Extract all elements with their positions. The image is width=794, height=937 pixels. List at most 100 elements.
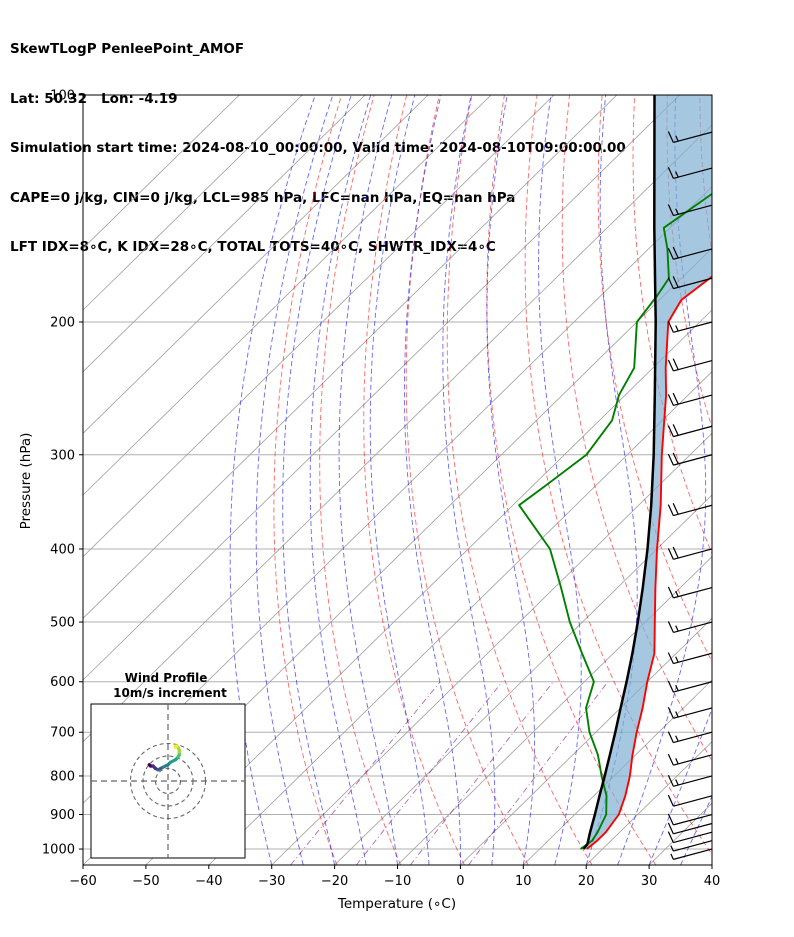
y-tick-label: 800 bbox=[50, 769, 75, 784]
mixing-ratio-line bbox=[410, 681, 554, 865]
x-tick-label: 0 bbox=[456, 874, 464, 889]
dry-adiabat bbox=[405, 95, 529, 865]
isotherm-line bbox=[83, 95, 492, 496]
wind-barb bbox=[670, 848, 713, 860]
wind-barb bbox=[667, 831, 713, 844]
moist-adiabat bbox=[369, 95, 430, 865]
x-axis-ticks: −60 −50 −40 −30 −20 −10 0 10 20 30 40 bbox=[69, 865, 720, 889]
y-tick-label: 900 bbox=[50, 808, 75, 823]
wind-barb bbox=[667, 775, 713, 787]
wind-barb bbox=[667, 586, 713, 599]
dry-adiabat bbox=[765, 95, 794, 865]
y-tick-label: 300 bbox=[50, 448, 75, 463]
wind-barb bbox=[667, 731, 713, 744]
wind-barb bbox=[667, 546, 713, 560]
isotherm-line bbox=[271, 432, 712, 865]
isotherm-line bbox=[83, 95, 240, 249]
y-tick-label: 600 bbox=[50, 675, 75, 690]
wind-barb bbox=[667, 621, 713, 633]
dry-adiabat bbox=[561, 95, 712, 762]
mixing-ratio-line bbox=[468, 681, 609, 865]
y-tick-label: 400 bbox=[50, 542, 75, 557]
moist-adiabat bbox=[338, 95, 398, 865]
dry-adiabat bbox=[319, 95, 402, 865]
wind-barb bbox=[667, 680, 713, 693]
y-axis-label: Pressure (hPa) bbox=[18, 433, 34, 530]
x-tick-label: −30 bbox=[258, 874, 285, 889]
isotherm-line bbox=[334, 494, 712, 865]
isotherm-line bbox=[83, 95, 680, 681]
wind-barb bbox=[667, 822, 713, 835]
wind-barb bbox=[667, 321, 713, 333]
moist-adiabat-lines bbox=[229, 95, 712, 865]
title-line-3: Simulation start time: 2024-08-10_00:00:… bbox=[10, 140, 626, 156]
y-tick-label: 500 bbox=[50, 616, 75, 631]
moist-adiabat bbox=[255, 95, 334, 865]
title-line-1: SkewTLogP PenleePoint_AMOF bbox=[10, 41, 245, 57]
isotherm-line bbox=[83, 95, 429, 434]
dry-adiabat bbox=[666, 95, 712, 429]
wind-barb bbox=[667, 167, 713, 180]
isotherm-line bbox=[83, 95, 618, 619]
wind-barb bbox=[667, 424, 713, 438]
wind-barb bbox=[667, 753, 713, 766]
dry-adiabat bbox=[363, 95, 465, 865]
x-tick-label: −40 bbox=[195, 874, 222, 889]
y-tick-label: 200 bbox=[50, 315, 75, 330]
x-tick-label: −10 bbox=[384, 874, 411, 889]
wind-barb bbox=[667, 204, 713, 217]
moist-adiabat bbox=[648, 707, 712, 865]
isotherm-line bbox=[711, 864, 712, 865]
x-tick-label: −50 bbox=[132, 874, 159, 889]
moist-adiabat bbox=[442, 95, 496, 865]
isotherm-line bbox=[145, 309, 712, 865]
hodograph-subtitle: 10m/s increment bbox=[113, 686, 227, 700]
wind-barbs bbox=[667, 131, 713, 860]
x-tick-label: 30 bbox=[641, 874, 658, 889]
chart-header: SkewTLogP PenleePoint_AMOF Lat: 50.32 Lo… bbox=[10, 8, 626, 272]
hodograph-trace bbox=[91, 704, 245, 858]
dry-adiabat bbox=[524, 95, 712, 855]
moist-adiabat bbox=[617, 95, 707, 865]
mixing-ratio-line bbox=[355, 681, 503, 865]
x-tick-label: −20 bbox=[321, 874, 348, 889]
dry-adiabat bbox=[699, 95, 712, 256]
wind-barb bbox=[667, 276, 713, 290]
y-tick-label: 100 bbox=[50, 89, 75, 104]
isotherm-line bbox=[83, 95, 555, 558]
y-axis-ticks: 100 200 300 400 500 600 700 800 900 1000 bbox=[42, 89, 83, 858]
y-tick-label: 700 bbox=[50, 726, 75, 741]
isotherm-line bbox=[83, 95, 303, 311]
dry-adiabat bbox=[732, 95, 794, 865]
wind-barb bbox=[670, 840, 713, 852]
hodograph-inset: Wind Profile 10m/s increment bbox=[90, 671, 246, 859]
wind-barb bbox=[667, 131, 713, 144]
dry-adiabat bbox=[273, 95, 343, 865]
isotherm-line bbox=[83, 124, 712, 743]
x-tick-label: 10 bbox=[515, 874, 532, 889]
cape-shading bbox=[583, 95, 712, 849]
dry-adiabat-lines bbox=[273, 95, 794, 865]
moist-adiabat bbox=[486, 95, 535, 865]
wind-barb bbox=[667, 503, 713, 517]
wind-barb bbox=[667, 452, 713, 466]
dry-adiabat bbox=[486, 95, 657, 865]
wind-barb bbox=[667, 794, 713, 807]
mixing-ratio-lines bbox=[290, 681, 609, 865]
moist-adiabat bbox=[309, 95, 372, 865]
isotherm-line bbox=[83, 95, 366, 373]
moist-adiabat bbox=[538, 95, 582, 865]
x-tick-label: 40 bbox=[704, 874, 721, 889]
x-tick-label: −60 bbox=[69, 874, 96, 889]
dry-adiabat bbox=[446, 95, 593, 865]
isotherm-line bbox=[523, 679, 712, 865]
wind-barb bbox=[667, 652, 713, 665]
series-line-parcel bbox=[582, 95, 657, 850]
cape-shaded-area bbox=[583, 95, 712, 849]
moist-adiabat bbox=[680, 795, 712, 865]
x-tick-label: 20 bbox=[578, 874, 595, 889]
wind-barb bbox=[667, 246, 713, 260]
x-axis-label: Temperature (∘C) bbox=[337, 896, 456, 912]
moist-adiabat bbox=[282, 95, 352, 865]
